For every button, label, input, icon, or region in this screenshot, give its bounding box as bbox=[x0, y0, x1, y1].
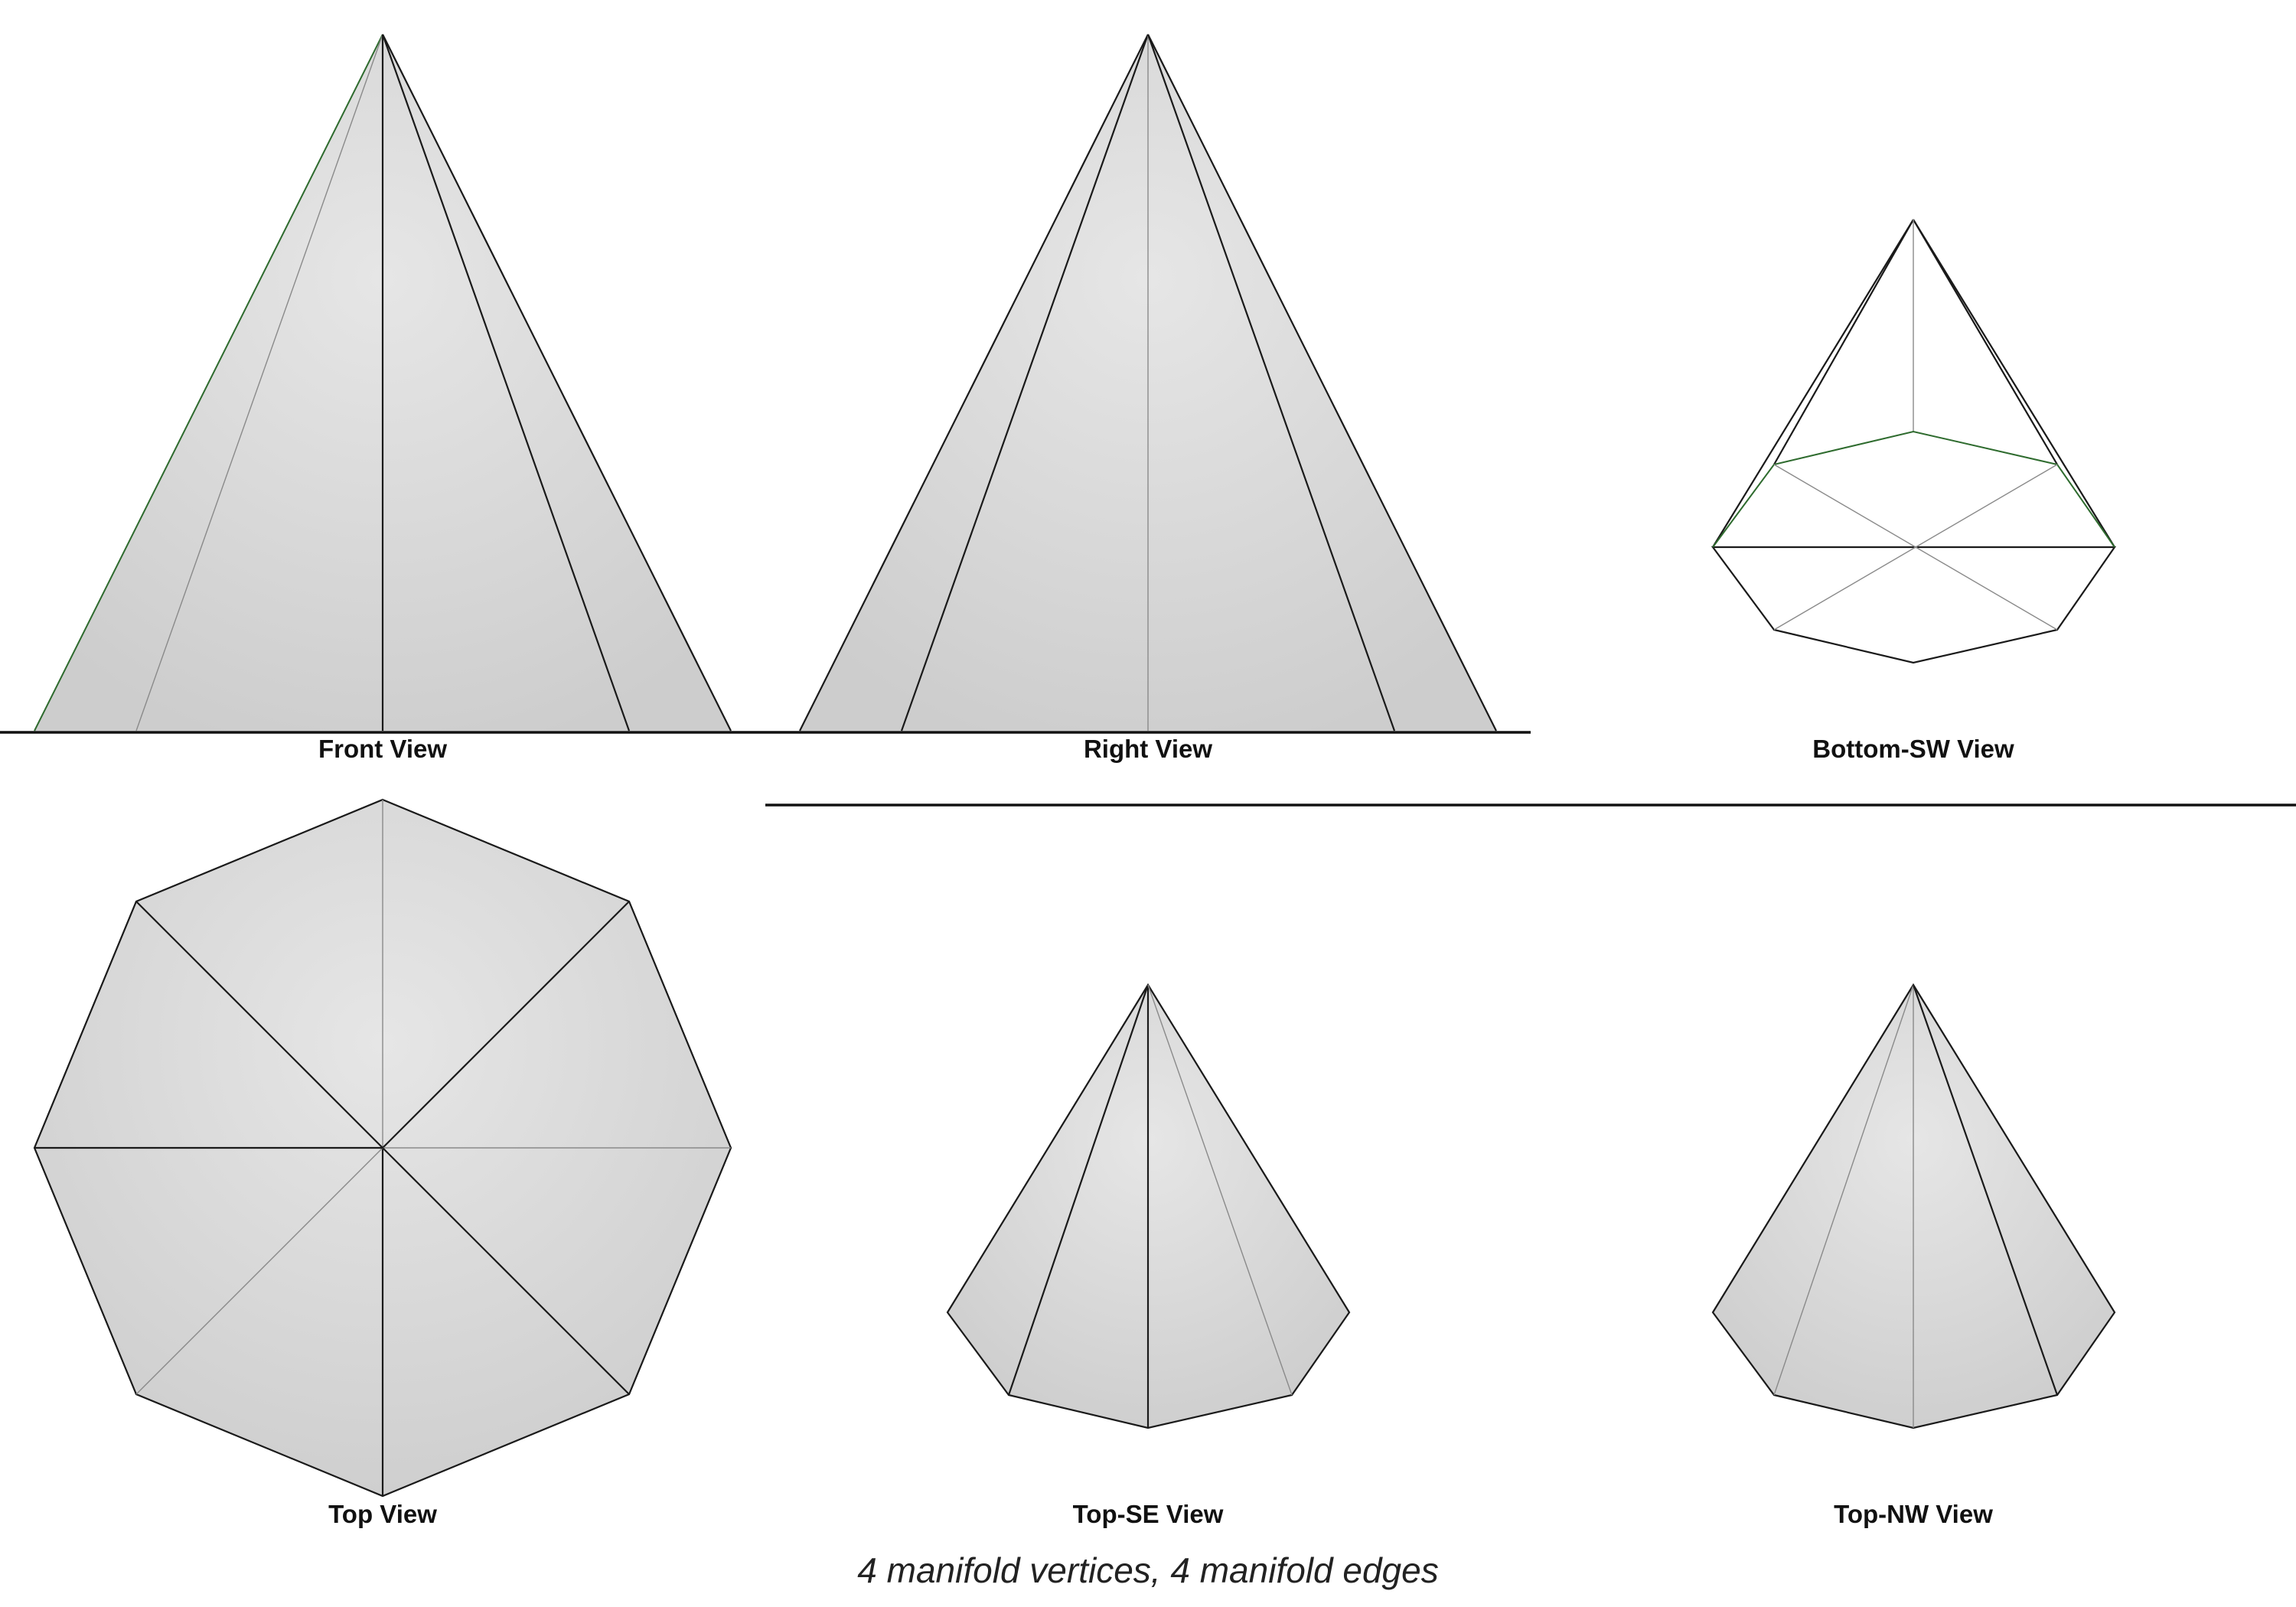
top-nw-view-label: Top-NW View bbox=[1834, 1500, 1993, 1528]
front-view-edge-left bbox=[34, 34, 383, 732]
top-view: Top View bbox=[33, 798, 732, 1528]
top-view-spoke-se bbox=[382, 1147, 630, 1395]
top-se-view-label: Top-SE View bbox=[1073, 1500, 1224, 1528]
top-nw-view-edge-3 bbox=[1912, 984, 2059, 1396]
front-view-edge-inner-left bbox=[135, 34, 383, 732]
front-view-edge-inner-right bbox=[381, 34, 631, 732]
top-nw-view: Top-NW View bbox=[1711, 983, 2116, 1528]
bottom-sw-view-edge-left bbox=[1712, 219, 1914, 548]
bottom-sw-view-label: Bottom-SW View bbox=[1812, 735, 2014, 763]
bottom-sw-view-edge-right bbox=[1913, 219, 2115, 548]
front-view-label: Front View bbox=[318, 735, 447, 763]
top-view-label: Top View bbox=[328, 1500, 437, 1528]
manifold-caption: 4 manifold vertices, 4 manifold edges bbox=[857, 1550, 1438, 1590]
top-view-spoke-nw bbox=[135, 901, 383, 1149]
bottom-sw-view-back-ring bbox=[1712, 430, 2115, 548]
right-view: Right View bbox=[799, 34, 1497, 763]
bottom-sw-view-edge-inner-left bbox=[1773, 219, 1914, 465]
right-view-label: Right View bbox=[1084, 735, 1212, 763]
bottom-sw-view: Bottom-SW View bbox=[1711, 219, 2117, 763]
top-se-view-edge-3 bbox=[1147, 984, 1293, 1396]
top-se-view: Top-SE View bbox=[946, 983, 1351, 1528]
right-view-edge-inner-right bbox=[1146, 34, 1396, 732]
front-view-edge-right bbox=[382, 34, 732, 732]
top-se-view-edge-1 bbox=[1007, 984, 1150, 1396]
bottom-sw-view-base-outline bbox=[1711, 546, 2117, 664]
bottom-sw-view-diagonal-2 bbox=[1773, 464, 2058, 631]
bottom-sw-view-edge-inner-right bbox=[1913, 219, 2058, 465]
front-view: Front View bbox=[34, 34, 732, 763]
right-view-edge-right bbox=[1147, 34, 1497, 732]
top-nw-view-edge-1 bbox=[1773, 984, 1914, 1396]
right-view-edge-inner-left bbox=[900, 34, 1150, 732]
right-view-edge-left bbox=[799, 34, 1149, 732]
top-view-spoke-ne bbox=[382, 901, 630, 1149]
top-view-spoke-sw bbox=[135, 1147, 383, 1395]
